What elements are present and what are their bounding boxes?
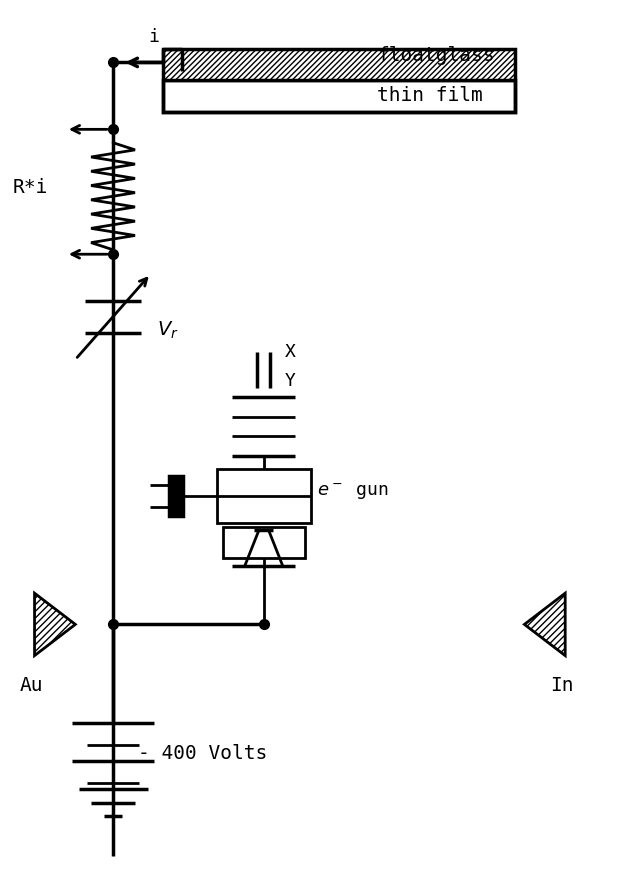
- Polygon shape: [524, 593, 565, 656]
- Text: i: i: [148, 29, 160, 46]
- Bar: [217, 469, 311, 523]
- Text: $e^-$ gun: $e^-$ gun: [317, 482, 389, 501]
- Bar: [163, 80, 515, 112]
- Text: $V_r$: $V_r$: [157, 319, 178, 341]
- Bar: [223, 527, 305, 558]
- Bar: [163, 49, 515, 112]
- Text: R*i: R*i: [13, 178, 48, 197]
- Text: floatglass: floatglass: [377, 45, 494, 65]
- Text: Y: Y: [284, 372, 295, 390]
- Text: X: X: [284, 343, 295, 360]
- Bar: [169, 476, 183, 516]
- Text: thin film: thin film: [377, 86, 482, 105]
- Text: - 400 Volts: - 400 Volts: [138, 744, 268, 764]
- Bar: [163, 49, 515, 80]
- Text: In: In: [550, 676, 574, 695]
- Polygon shape: [35, 593, 75, 656]
- Text: Au: Au: [19, 676, 43, 695]
